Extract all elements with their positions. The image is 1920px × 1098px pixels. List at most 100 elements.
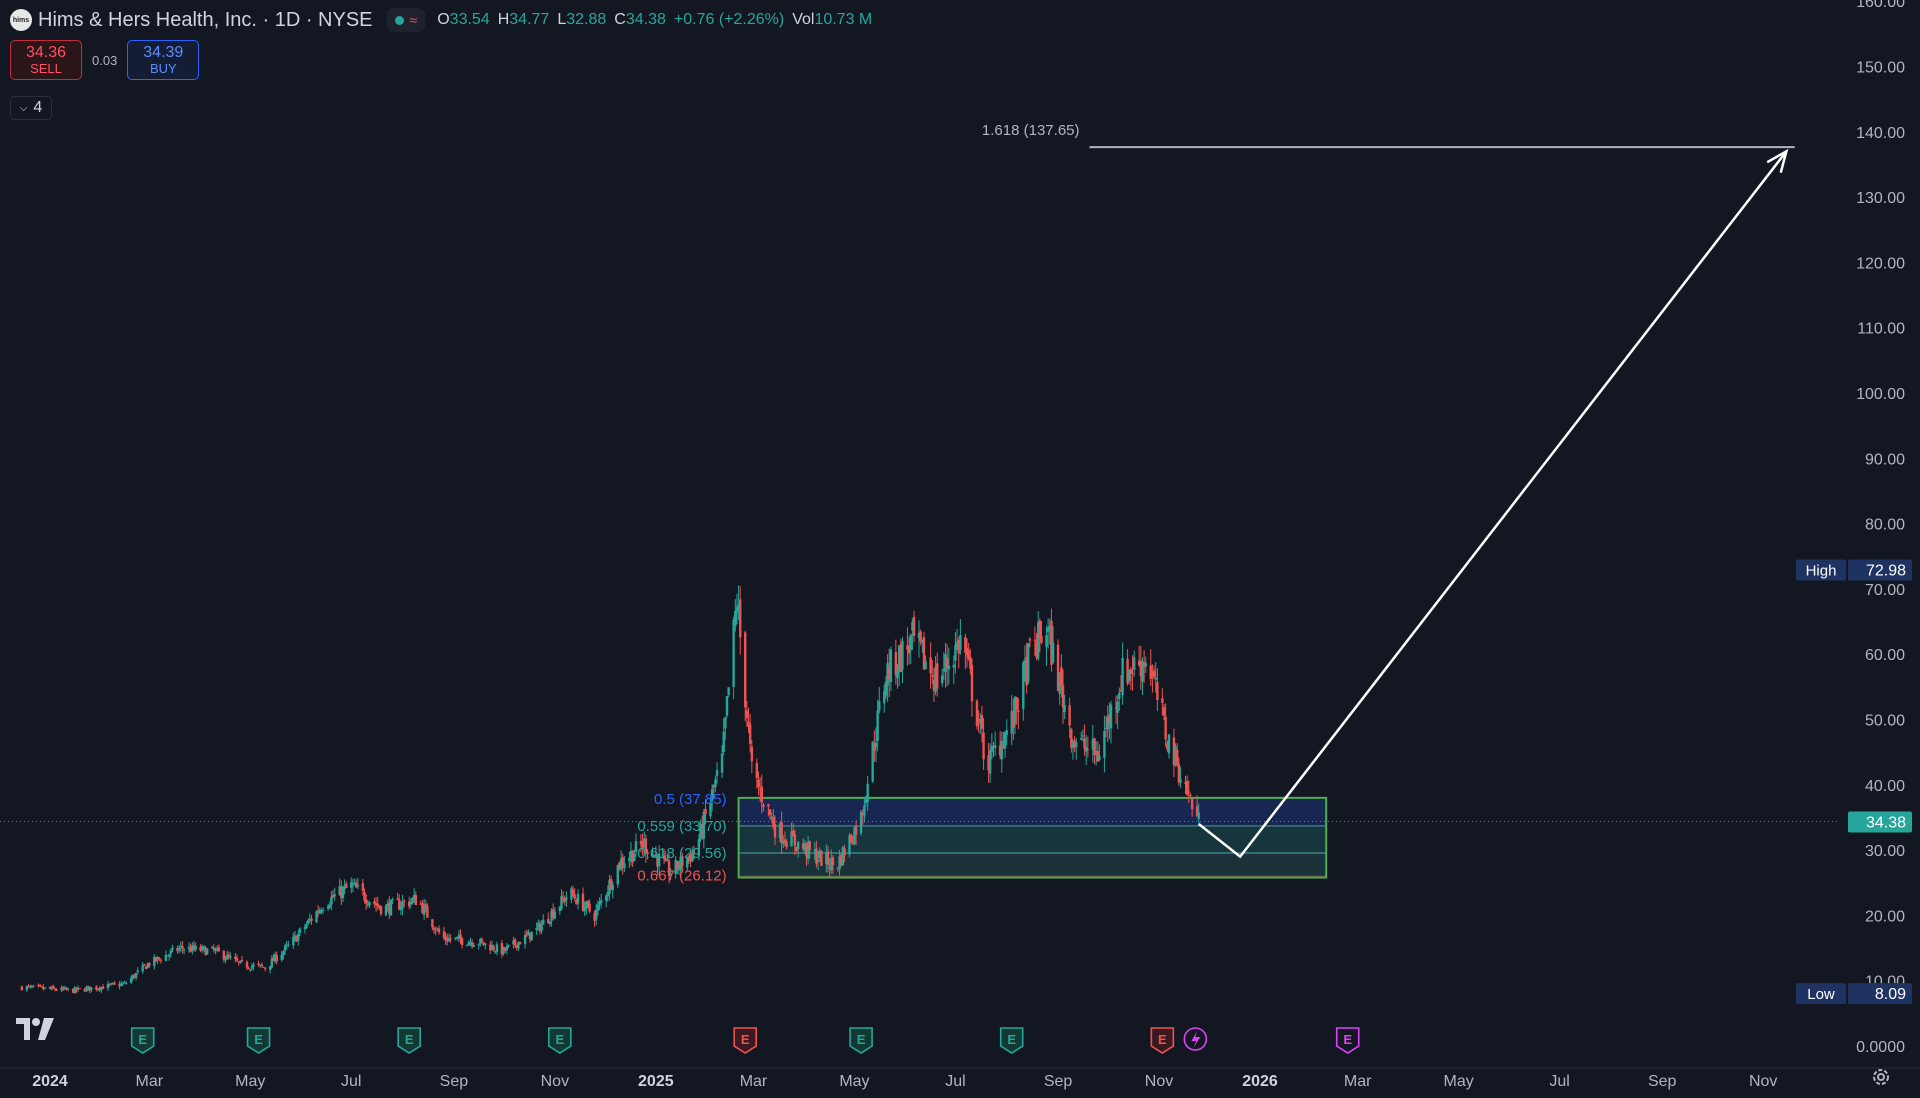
candle — [403, 899, 406, 908]
earnings-badge — [246, 1027, 271, 1054]
candle — [273, 951, 277, 964]
gear-icon[interactable] — [1870, 1066, 1892, 1088]
candle — [1118, 687, 1121, 711]
earnings-badge — [849, 1027, 873, 1054]
candle — [854, 820, 858, 845]
candle — [548, 921, 552, 927]
candle — [634, 833, 638, 857]
candle — [1164, 703, 1167, 747]
candle — [1086, 736, 1090, 758]
candle — [194, 942, 197, 952]
candle — [412, 887, 416, 903]
candle-body — [249, 969, 252, 971]
candle-body — [621, 857, 624, 866]
tradingview-logo-icon[interactable] — [14, 1014, 58, 1044]
candle-body — [262, 966, 265, 968]
candle — [316, 905, 320, 918]
candle — [298, 927, 302, 936]
market-status-badge[interactable]: ≈ — [386, 8, 426, 32]
candle — [773, 815, 777, 846]
earnings-marker-icon[interactable]: E — [246, 1027, 271, 1054]
candle — [1081, 729, 1085, 742]
earnings-marker-icon[interactable]: E — [548, 1027, 572, 1054]
candle — [806, 835, 810, 865]
earnings-marker-icon[interactable]: E — [397, 1027, 421, 1054]
candle — [40, 985, 43, 988]
candle — [315, 910, 318, 923]
candle-body — [282, 951, 285, 956]
candle-body — [931, 675, 934, 677]
candle-body — [88, 986, 91, 991]
candle — [686, 856, 689, 872]
candle — [897, 645, 901, 687]
candle-body — [42, 986, 45, 990]
candle — [677, 860, 681, 876]
earnings-badge — [1150, 1027, 1175, 1054]
fib-level-label: 0.559 (33.70) — [637, 818, 726, 835]
candle — [825, 844, 828, 873]
candle-body — [252, 964, 255, 967]
candle-body — [575, 900, 578, 905]
candle — [737, 585, 740, 621]
earnings-marker-icon[interactable]: E — [130, 1027, 155, 1054]
buy-button[interactable]: 34.39 BUY — [127, 40, 200, 80]
candle — [702, 808, 706, 849]
candle-body — [1002, 745, 1005, 749]
candle-body — [146, 963, 149, 969]
candle — [553, 907, 557, 920]
candle — [527, 929, 530, 936]
candle-body — [843, 848, 846, 856]
candle — [639, 834, 643, 853]
candle-body — [1084, 746, 1088, 752]
earnings-marker-icon[interactable]: E — [733, 1027, 758, 1054]
candle-body — [222, 950, 226, 960]
candle-body — [608, 880, 611, 894]
candle — [1003, 730, 1007, 758]
candle — [542, 914, 545, 925]
candle-body — [500, 943, 504, 955]
fib-level-label: 0.667 (26.12) — [637, 867, 726, 884]
candle — [414, 891, 418, 906]
candle — [507, 944, 510, 949]
candle-body — [560, 895, 563, 909]
candle-body — [343, 885, 346, 890]
candle-body — [1116, 701, 1119, 713]
symbol-title[interactable]: Hims & Hers Health, Inc. · 1D · NYSE — [38, 8, 373, 31]
candle-body — [1050, 620, 1053, 665]
candle — [664, 851, 667, 862]
trade-panel: 34.36 SELL 0.03 34.39 BUY — [10, 40, 200, 80]
candle-body — [1022, 662, 1025, 709]
candle — [831, 854, 835, 874]
candle — [143, 963, 146, 966]
candle — [513, 937, 517, 948]
candle — [171, 944, 174, 953]
candle-body — [755, 763, 758, 778]
earnings-marker-icon[interactable]: E — [1150, 1027, 1175, 1054]
candle-body — [1131, 673, 1134, 675]
candle — [204, 945, 207, 956]
candle — [598, 897, 601, 911]
buy-price: 34.39 — [143, 43, 184, 61]
earnings-letter: E — [138, 1032, 147, 1047]
symbol-logo-icon[interactable]: hims — [10, 9, 32, 31]
candle-body — [1144, 663, 1147, 667]
earnings-marker-icon[interactable]: E — [1335, 1027, 1360, 1054]
candle — [263, 967, 267, 972]
earnings-marker-icon[interactable]: E — [849, 1027, 873, 1054]
earnings-marker-icon[interactable]: E — [999, 1027, 1024, 1054]
candle — [623, 855, 626, 873]
candle — [366, 899, 370, 908]
candle — [851, 835, 855, 846]
indicators-toggle-button[interactable]: ⌵ 4 — [10, 96, 52, 120]
candle-body — [513, 939, 517, 946]
candle-body — [134, 973, 138, 978]
candle — [398, 894, 401, 911]
candle-body — [1161, 698, 1164, 704]
candle-body — [454, 937, 457, 939]
candle — [826, 846, 830, 873]
sell-button[interactable]: 34.36 SELL — [10, 40, 82, 80]
candle — [252, 962, 255, 971]
dividend-lightning-icon[interactable] — [1183, 1027, 1208, 1051]
